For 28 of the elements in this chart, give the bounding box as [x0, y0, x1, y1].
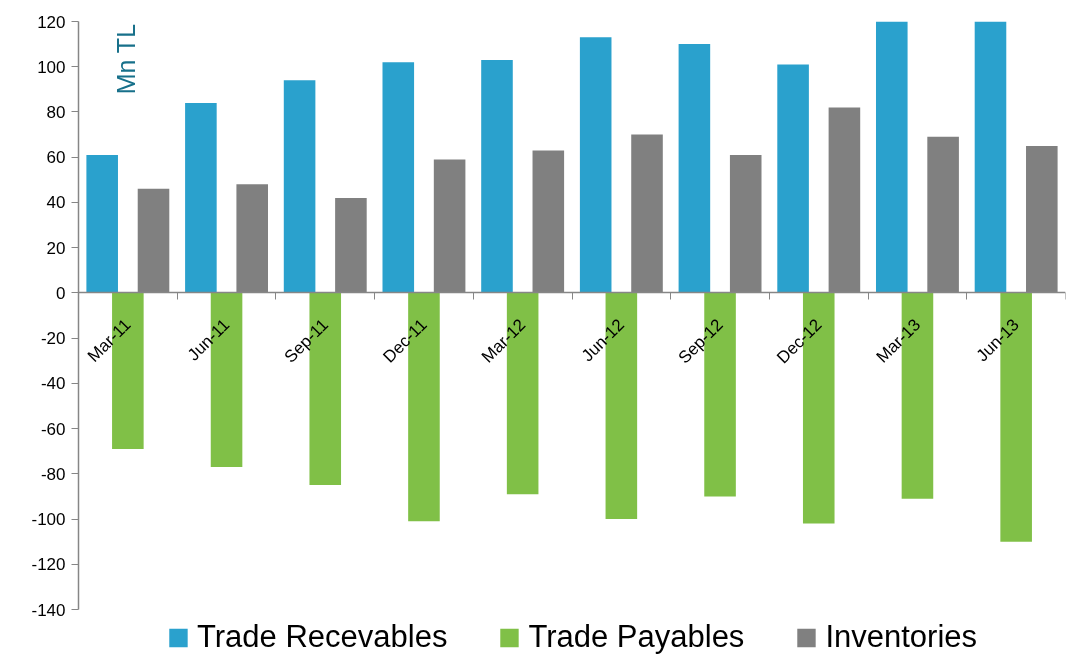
- y-tick-label: 60: [46, 148, 66, 168]
- bar: [876, 21, 908, 293]
- y-axis-title: Mn TL: [111, 23, 140, 95]
- bar: [579, 37, 612, 293]
- y-tick-label: 100: [37, 57, 66, 77]
- bar: [481, 59, 513, 293]
- bar: [777, 64, 809, 293]
- legend-label: Trade Recevables: [196, 619, 448, 655]
- y-tick-label: 80: [46, 102, 66, 122]
- y-tick-label: -120: [31, 555, 66, 575]
- bar: [678, 44, 711, 293]
- bar: [974, 21, 1007, 293]
- bar: [283, 80, 316, 293]
- y-tick-label: -100: [31, 510, 66, 530]
- bar: [185, 102, 217, 293]
- y-tick-label: 40: [46, 193, 66, 213]
- y-tick-label: -40: [40, 374, 66, 394]
- legend-label: Trade Payables: [528, 619, 745, 655]
- bar: [86, 154, 118, 293]
- y-tick-label: -20: [40, 329, 66, 349]
- y-tick-label: -60: [40, 419, 66, 439]
- y-tick-label: 120: [37, 12, 66, 32]
- y-tick-label: -140: [31, 600, 66, 620]
- y-tick-label: -80: [40, 464, 66, 484]
- legend-label: Inventories: [825, 619, 978, 655]
- y-tick-label: 0: [56, 283, 66, 303]
- y-tick-label: 20: [46, 238, 66, 258]
- bar: [382, 62, 415, 293]
